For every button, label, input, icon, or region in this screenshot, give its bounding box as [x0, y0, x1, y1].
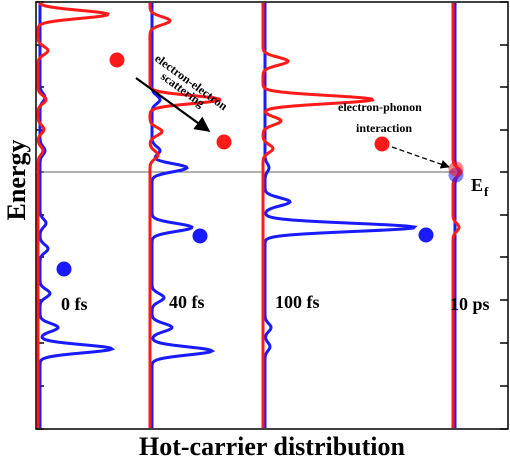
- time-label-2: 100 fs: [275, 292, 320, 312]
- panel-labels: 0 fs 40 fs 100 fs 10 ps: [61, 292, 490, 314]
- time-label-0: 0 fs: [61, 294, 88, 314]
- scattering-arrow: [135, 77, 211, 132]
- electron-distribution-0: [36, 1, 110, 428]
- hole-marker-2: [418, 227, 434, 243]
- annotation-interaction: interaction: [356, 121, 412, 135]
- relaxation-arrow: [391, 146, 450, 169]
- carrier-markers: [56, 52, 464, 277]
- distribution-curves: [36, 1, 463, 428]
- electron-marker-1: [216, 134, 232, 150]
- hole-marker-1: [192, 228, 208, 244]
- time-label-3: 10 ps: [450, 294, 490, 314]
- hole-distribution-2: [263, 3, 418, 428]
- hole-distribution-3: [453, 3, 461, 428]
- electron-phonon-annotation: electron-phonon interaction: [338, 100, 450, 169]
- fermi-level-symbol: E: [471, 175, 483, 195]
- hole-distribution-0: [38, 3, 116, 428]
- hole-distribution-1: [150, 3, 216, 428]
- annotation-electron-phonon: electron-phonon: [338, 100, 422, 114]
- hole-marker-0: [56, 261, 72, 277]
- electron-distribution-3: [451, 3, 463, 428]
- x-axis-label: Hot-carrier distribution: [139, 432, 406, 459]
- electron-marker-2: [374, 136, 390, 152]
- fermi-level-subscript: f: [484, 184, 489, 199]
- electron-distribution-2: [261, 3, 375, 428]
- electron-distribution-1: [148, 3, 222, 428]
- electron-marker-3: [448, 161, 464, 177]
- electron-marker-0: [109, 52, 125, 68]
- fermi-level-label: E f: [471, 175, 489, 199]
- time-label-1: 40 fs: [169, 292, 205, 312]
- y-axis-label: Energy: [2, 140, 31, 221]
